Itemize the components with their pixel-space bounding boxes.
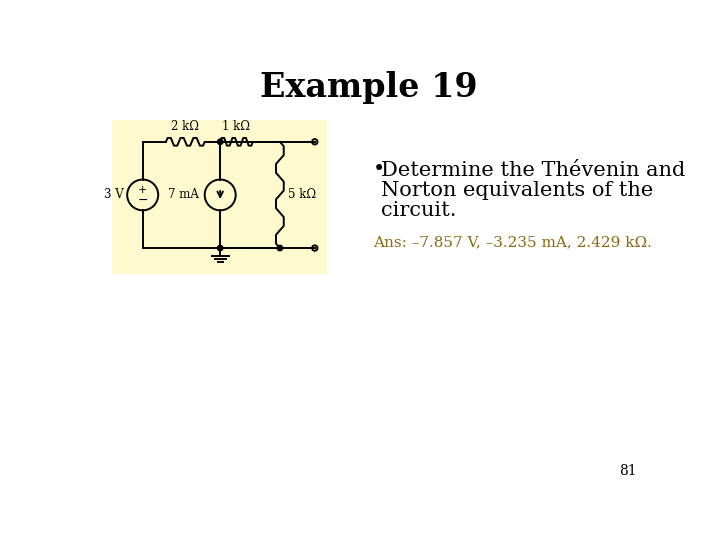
Text: 5 kΩ: 5 kΩ xyxy=(287,188,316,201)
Text: Norton equivalents of the: Norton equivalents of the xyxy=(381,181,653,200)
Text: 3 V: 3 V xyxy=(104,188,123,201)
Bar xyxy=(112,120,327,274)
Circle shape xyxy=(217,139,223,145)
Text: −: − xyxy=(138,194,148,207)
Text: Ans: –7.857 V, –3.235 mA, 2.429 kΩ.: Ans: –7.857 V, –3.235 mA, 2.429 kΩ. xyxy=(373,235,652,249)
Text: Example 19: Example 19 xyxy=(260,71,478,104)
Text: Determine the Thévenin and: Determine the Thévenin and xyxy=(381,161,685,180)
Text: 2 kΩ: 2 kΩ xyxy=(171,119,199,132)
Text: 1 kΩ: 1 kΩ xyxy=(222,119,251,132)
Text: circuit.: circuit. xyxy=(381,201,456,220)
Text: •: • xyxy=(373,159,385,179)
Circle shape xyxy=(217,245,223,251)
Text: +: + xyxy=(138,185,148,194)
Circle shape xyxy=(277,245,282,251)
Text: 81: 81 xyxy=(618,464,636,478)
Text: 7 mA: 7 mA xyxy=(168,188,199,201)
